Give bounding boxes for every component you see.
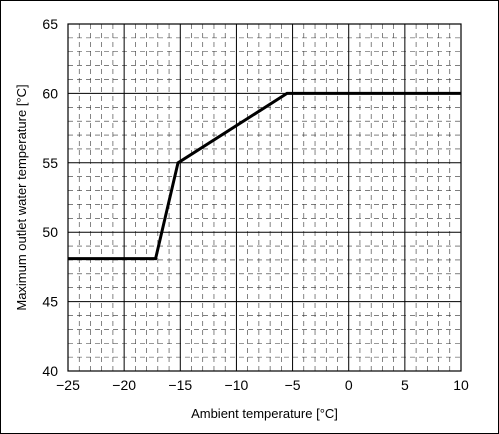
x-tick-label: 10 bbox=[453, 377, 469, 393]
x-axis-label: Ambient temperature [°C] bbox=[191, 406, 338, 421]
minor-grid bbox=[68, 24, 461, 371]
x-tick-label: −15 bbox=[168, 377, 192, 393]
y-tick-label: 65 bbox=[42, 16, 58, 32]
plot-area bbox=[68, 24, 461, 371]
y-tick-label: 40 bbox=[42, 363, 58, 379]
x-tick-label: −10 bbox=[225, 377, 249, 393]
y-tick-label: 45 bbox=[42, 294, 58, 310]
y-axis-label: Maximum outlet water temperature [°C] bbox=[14, 84, 29, 310]
series-layer bbox=[68, 91, 461, 261]
x-tick-label: −5 bbox=[285, 377, 301, 393]
y-tick-label: 50 bbox=[42, 224, 58, 240]
x-tick-label: −25 bbox=[56, 377, 80, 393]
y-tick-label: 55 bbox=[42, 155, 58, 171]
x-tick-label: 0 bbox=[345, 377, 353, 393]
y-tick-label: 60 bbox=[42, 85, 58, 101]
x-tick-labels: −25 −20 −15 −10 −5 0 5 10 bbox=[56, 377, 469, 393]
y-tick-labels: 40 45 50 55 60 65 bbox=[42, 16, 58, 379]
plot-border bbox=[67, 23, 462, 372]
x-tick-label: 5 bbox=[401, 377, 409, 393]
x-tick-label: −20 bbox=[112, 377, 136, 393]
series-line bbox=[68, 91, 461, 261]
